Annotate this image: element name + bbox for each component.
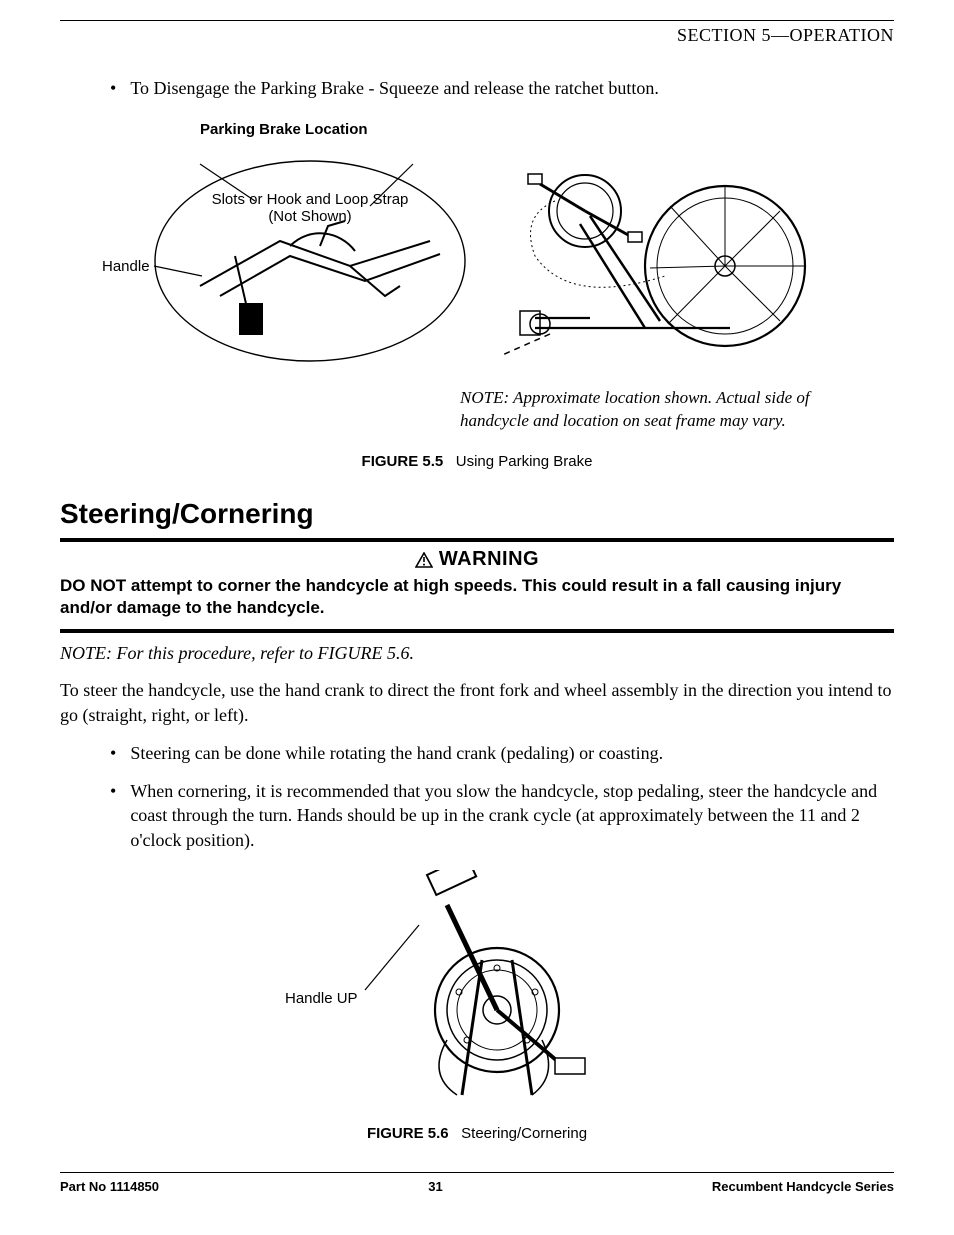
slots-callout: Slots or Hook and Loop Strap (Not Shown) (210, 191, 410, 225)
figure-5-6-block: Handle UP (60, 870, 894, 1105)
page-footer: Part No 1114850 31 Recumbent Handcycle S… (60, 1172, 894, 1194)
steering-heading: Steering/Cornering (60, 498, 894, 530)
handle-up-callout: Handle UP (285, 990, 358, 1007)
section-header: SECTION 5—OPERATION (60, 25, 894, 46)
steer-bullet-2-text: When cornering, it is recommended that y… (130, 779, 894, 852)
figure-5-6-caption-text: Steering/Cornering (461, 1125, 587, 1142)
figure-5-5-caption-text: Using Parking Brake (456, 453, 593, 470)
diagram-right-handcycle (480, 156, 810, 371)
steer-bullet-1: • Steering can be done while rotating th… (110, 741, 894, 765)
disengage-bullet: • To Disengage the Parking Brake - Squee… (110, 76, 894, 101)
diagram-left-circle: Slots or Hook and Loop Strap (Not Shown)… (140, 146, 470, 381)
footer-series: Recumbent Handcycle Series (712, 1179, 894, 1194)
bullet-dot: • (110, 76, 116, 101)
header-rule (60, 20, 894, 21)
warning-label: WARNING (439, 548, 539, 571)
rule-below-warning (60, 629, 894, 633)
figure-5-6-caption: FIGURE 5.6 Steering/Cornering (60, 1125, 894, 1142)
figure-5-5-note: NOTE: Approximate location shown. Actual… (460, 387, 854, 433)
parking-brake-title: Parking Brake Location (200, 121, 854, 138)
note-ref-5-6: NOTE: For this procedure, refer to FIGUR… (60, 643, 894, 664)
bullet-dot: • (110, 741, 116, 765)
figure-5-5-block: Parking Brake Location (140, 121, 854, 433)
handle-callout: Handle (102, 258, 150, 275)
footer-page-number: 31 (428, 1179, 442, 1194)
steer-bullet-1-text: Steering can be done while rotating the … (130, 741, 663, 765)
warning-body: DO NOT attempt to corner the handcycle a… (60, 575, 894, 619)
footer-part-no: Part No 1114850 (60, 1179, 159, 1194)
figure-5-6-caption-bold: FIGURE 5.6 (367, 1125, 449, 1142)
figure-5-5-caption: FIGURE 5.5 Using Parking Brake (60, 453, 894, 470)
steer-bullet-2: • When cornering, it is recommended that… (110, 779, 894, 852)
rule-above-warning (60, 538, 894, 542)
bullet-dot: • (110, 779, 116, 852)
warning-triangle-icon (415, 552, 433, 568)
disengage-text: To Disengage the Parking Brake - Squeeze… (130, 76, 659, 101)
warning-title: WARNING (60, 548, 894, 571)
steer-paragraph: To steer the handcycle, use the hand cra… (60, 678, 894, 727)
figure-5-5-caption-bold: FIGURE 5.5 (362, 453, 444, 470)
